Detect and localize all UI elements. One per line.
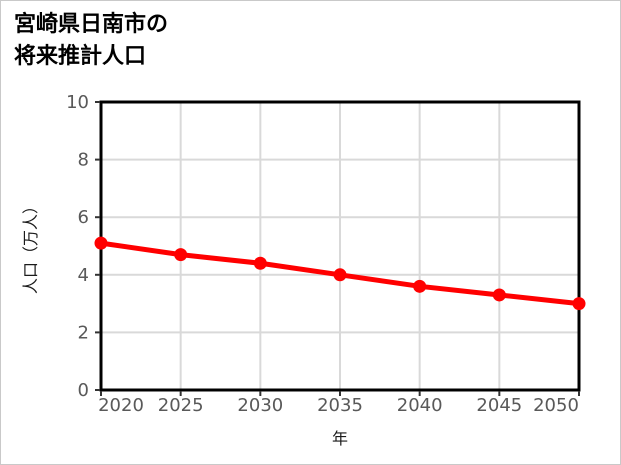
x-tick-label: 2020: [98, 395, 144, 416]
chart-title-line1: 宮崎県日南市の: [14, 12, 169, 37]
y-tick-label: 2: [78, 322, 89, 343]
chart-title-line2: 将来推計人口: [14, 44, 147, 69]
x-axis-title: 年: [331, 429, 349, 448]
x-tick-label: 2045: [476, 395, 522, 416]
data-point-2050: [572, 297, 586, 311]
y-tick-label: 0: [78, 380, 89, 401]
y-tick-label: 8: [78, 150, 89, 171]
data-point-2025: [174, 248, 188, 262]
y-tick-label: 6: [78, 207, 89, 228]
x-tick-label: 2050: [533, 395, 579, 416]
x-tick-label: 2040: [397, 395, 443, 416]
chart-title: 宮崎県日南市の 将来推計人口: [14, 9, 168, 73]
x-tick-label: 2025: [158, 395, 204, 416]
data-point-2030: [253, 256, 267, 270]
data-point-2020: [94, 236, 108, 250]
x-tick-label: 2030: [237, 395, 283, 416]
data-point-2035: [333, 268, 347, 282]
data-point-2040: [413, 279, 427, 293]
y-tick-label: 10: [66, 92, 89, 113]
x-tick-label: 2035: [317, 395, 363, 416]
data-point-2045: [492, 288, 506, 302]
y-tick-label: 4: [78, 265, 89, 286]
